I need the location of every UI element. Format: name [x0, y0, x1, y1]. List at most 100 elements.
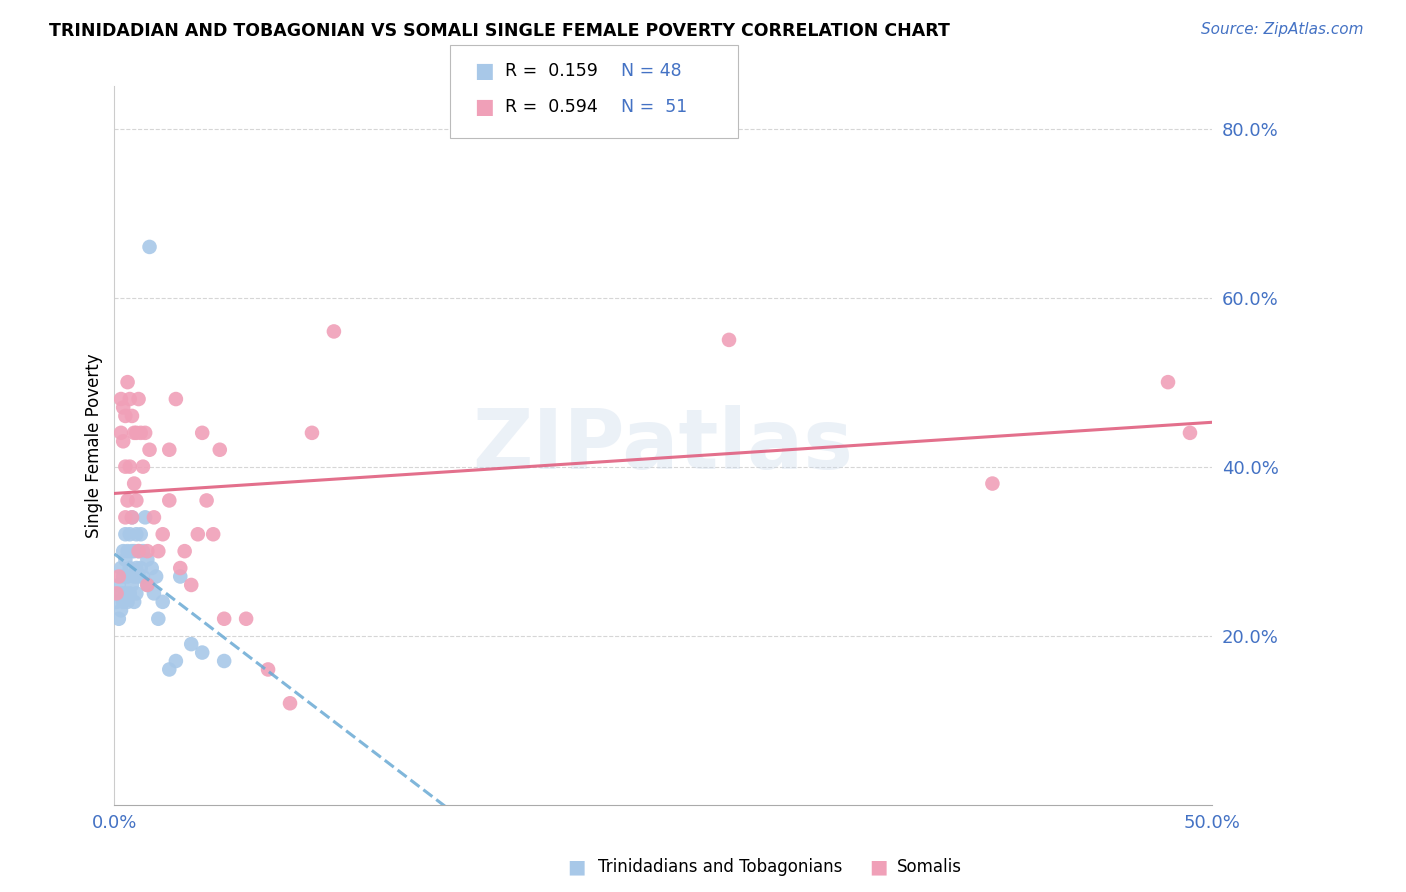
- Point: [142, 510, 165, 524]
- Text: TRINIDADIAN AND TOBAGONIAN VS SOMALI SINGLE FEMALE POVERTY CORRELATION CHART: TRINIDADIAN AND TOBAGONIAN VS SOMALI SIN…: [49, 22, 950, 40]
- Point: [322, 325, 344, 339]
- Point: [132, 459, 155, 474]
- Text: ZIPatlas: ZIPatlas: [472, 405, 853, 486]
- Point: [118, 527, 141, 541]
- Point: [121, 544, 143, 558]
- Point: [121, 510, 143, 524]
- Point: [136, 552, 159, 566]
- Point: [128, 544, 150, 558]
- Point: [107, 569, 129, 583]
- Point: [148, 544, 170, 558]
- Point: [202, 527, 225, 541]
- Point: [125, 586, 148, 600]
- Point: [107, 612, 129, 626]
- Text: R =  0.594: R = 0.594: [505, 98, 598, 116]
- Point: [169, 561, 191, 575]
- Point: [105, 595, 128, 609]
- Point: [145, 569, 167, 583]
- Point: [187, 527, 209, 541]
- Point: [235, 612, 257, 626]
- Point: [128, 392, 150, 406]
- Point: [107, 578, 129, 592]
- Point: [117, 493, 139, 508]
- Point: [180, 578, 202, 592]
- Point: [165, 654, 187, 668]
- Point: [125, 425, 148, 440]
- Point: [136, 578, 159, 592]
- Point: [142, 586, 165, 600]
- Point: [117, 569, 139, 583]
- Point: [121, 510, 143, 524]
- Point: [125, 527, 148, 541]
- Point: [128, 544, 150, 558]
- Point: [148, 612, 170, 626]
- Point: [114, 459, 136, 474]
- Point: [110, 392, 132, 406]
- Point: [134, 510, 156, 524]
- Point: [212, 654, 235, 668]
- Point: [112, 544, 135, 558]
- Point: [981, 476, 1004, 491]
- Point: [117, 544, 139, 558]
- Point: [112, 595, 135, 609]
- Point: [138, 442, 160, 457]
- Point: [114, 409, 136, 423]
- Point: [165, 392, 187, 406]
- Point: [157, 663, 180, 677]
- Point: [129, 527, 152, 541]
- Point: [105, 586, 128, 600]
- Point: [122, 569, 145, 583]
- Point: [136, 544, 159, 558]
- Point: [138, 240, 160, 254]
- Point: [157, 442, 180, 457]
- Point: [114, 510, 136, 524]
- Point: [112, 401, 135, 415]
- Point: [212, 612, 235, 626]
- Point: [136, 578, 159, 592]
- Y-axis label: Single Female Poverty: Single Female Poverty: [86, 353, 103, 538]
- Point: [278, 696, 301, 710]
- Point: [114, 586, 136, 600]
- Point: [110, 603, 132, 617]
- Text: ■: ■: [869, 857, 889, 877]
- Point: [301, 425, 323, 440]
- Text: N =  51: N = 51: [621, 98, 688, 116]
- Point: [118, 392, 141, 406]
- Point: [112, 569, 135, 583]
- Point: [122, 425, 145, 440]
- Point: [117, 375, 139, 389]
- Point: [141, 561, 163, 575]
- Point: [118, 561, 141, 575]
- Point: [114, 527, 136, 541]
- Point: [118, 459, 141, 474]
- Point: [169, 569, 191, 583]
- Text: Source: ZipAtlas.com: Source: ZipAtlas.com: [1201, 22, 1364, 37]
- Point: [152, 595, 174, 609]
- Point: [114, 552, 136, 566]
- Point: [118, 586, 141, 600]
- Point: [122, 595, 145, 609]
- Point: [122, 544, 145, 558]
- Point: [122, 476, 145, 491]
- Point: [180, 637, 202, 651]
- Point: [121, 578, 143, 592]
- Text: N = 48: N = 48: [621, 62, 682, 80]
- Point: [195, 493, 218, 508]
- Point: [1178, 425, 1201, 440]
- Point: [110, 561, 132, 575]
- Point: [121, 409, 143, 423]
- Point: [112, 434, 135, 449]
- Point: [128, 569, 150, 583]
- Text: ■: ■: [474, 62, 494, 81]
- Point: [718, 333, 741, 347]
- Point: [1157, 375, 1180, 389]
- Point: [110, 425, 132, 440]
- Point: [208, 442, 231, 457]
- Text: R =  0.159: R = 0.159: [505, 62, 598, 80]
- Text: Somalis: Somalis: [897, 858, 962, 876]
- Text: Trinidadians and Tobagonians: Trinidadians and Tobagonians: [598, 858, 842, 876]
- Point: [134, 425, 156, 440]
- Point: [132, 544, 155, 558]
- Point: [152, 527, 174, 541]
- Point: [129, 561, 152, 575]
